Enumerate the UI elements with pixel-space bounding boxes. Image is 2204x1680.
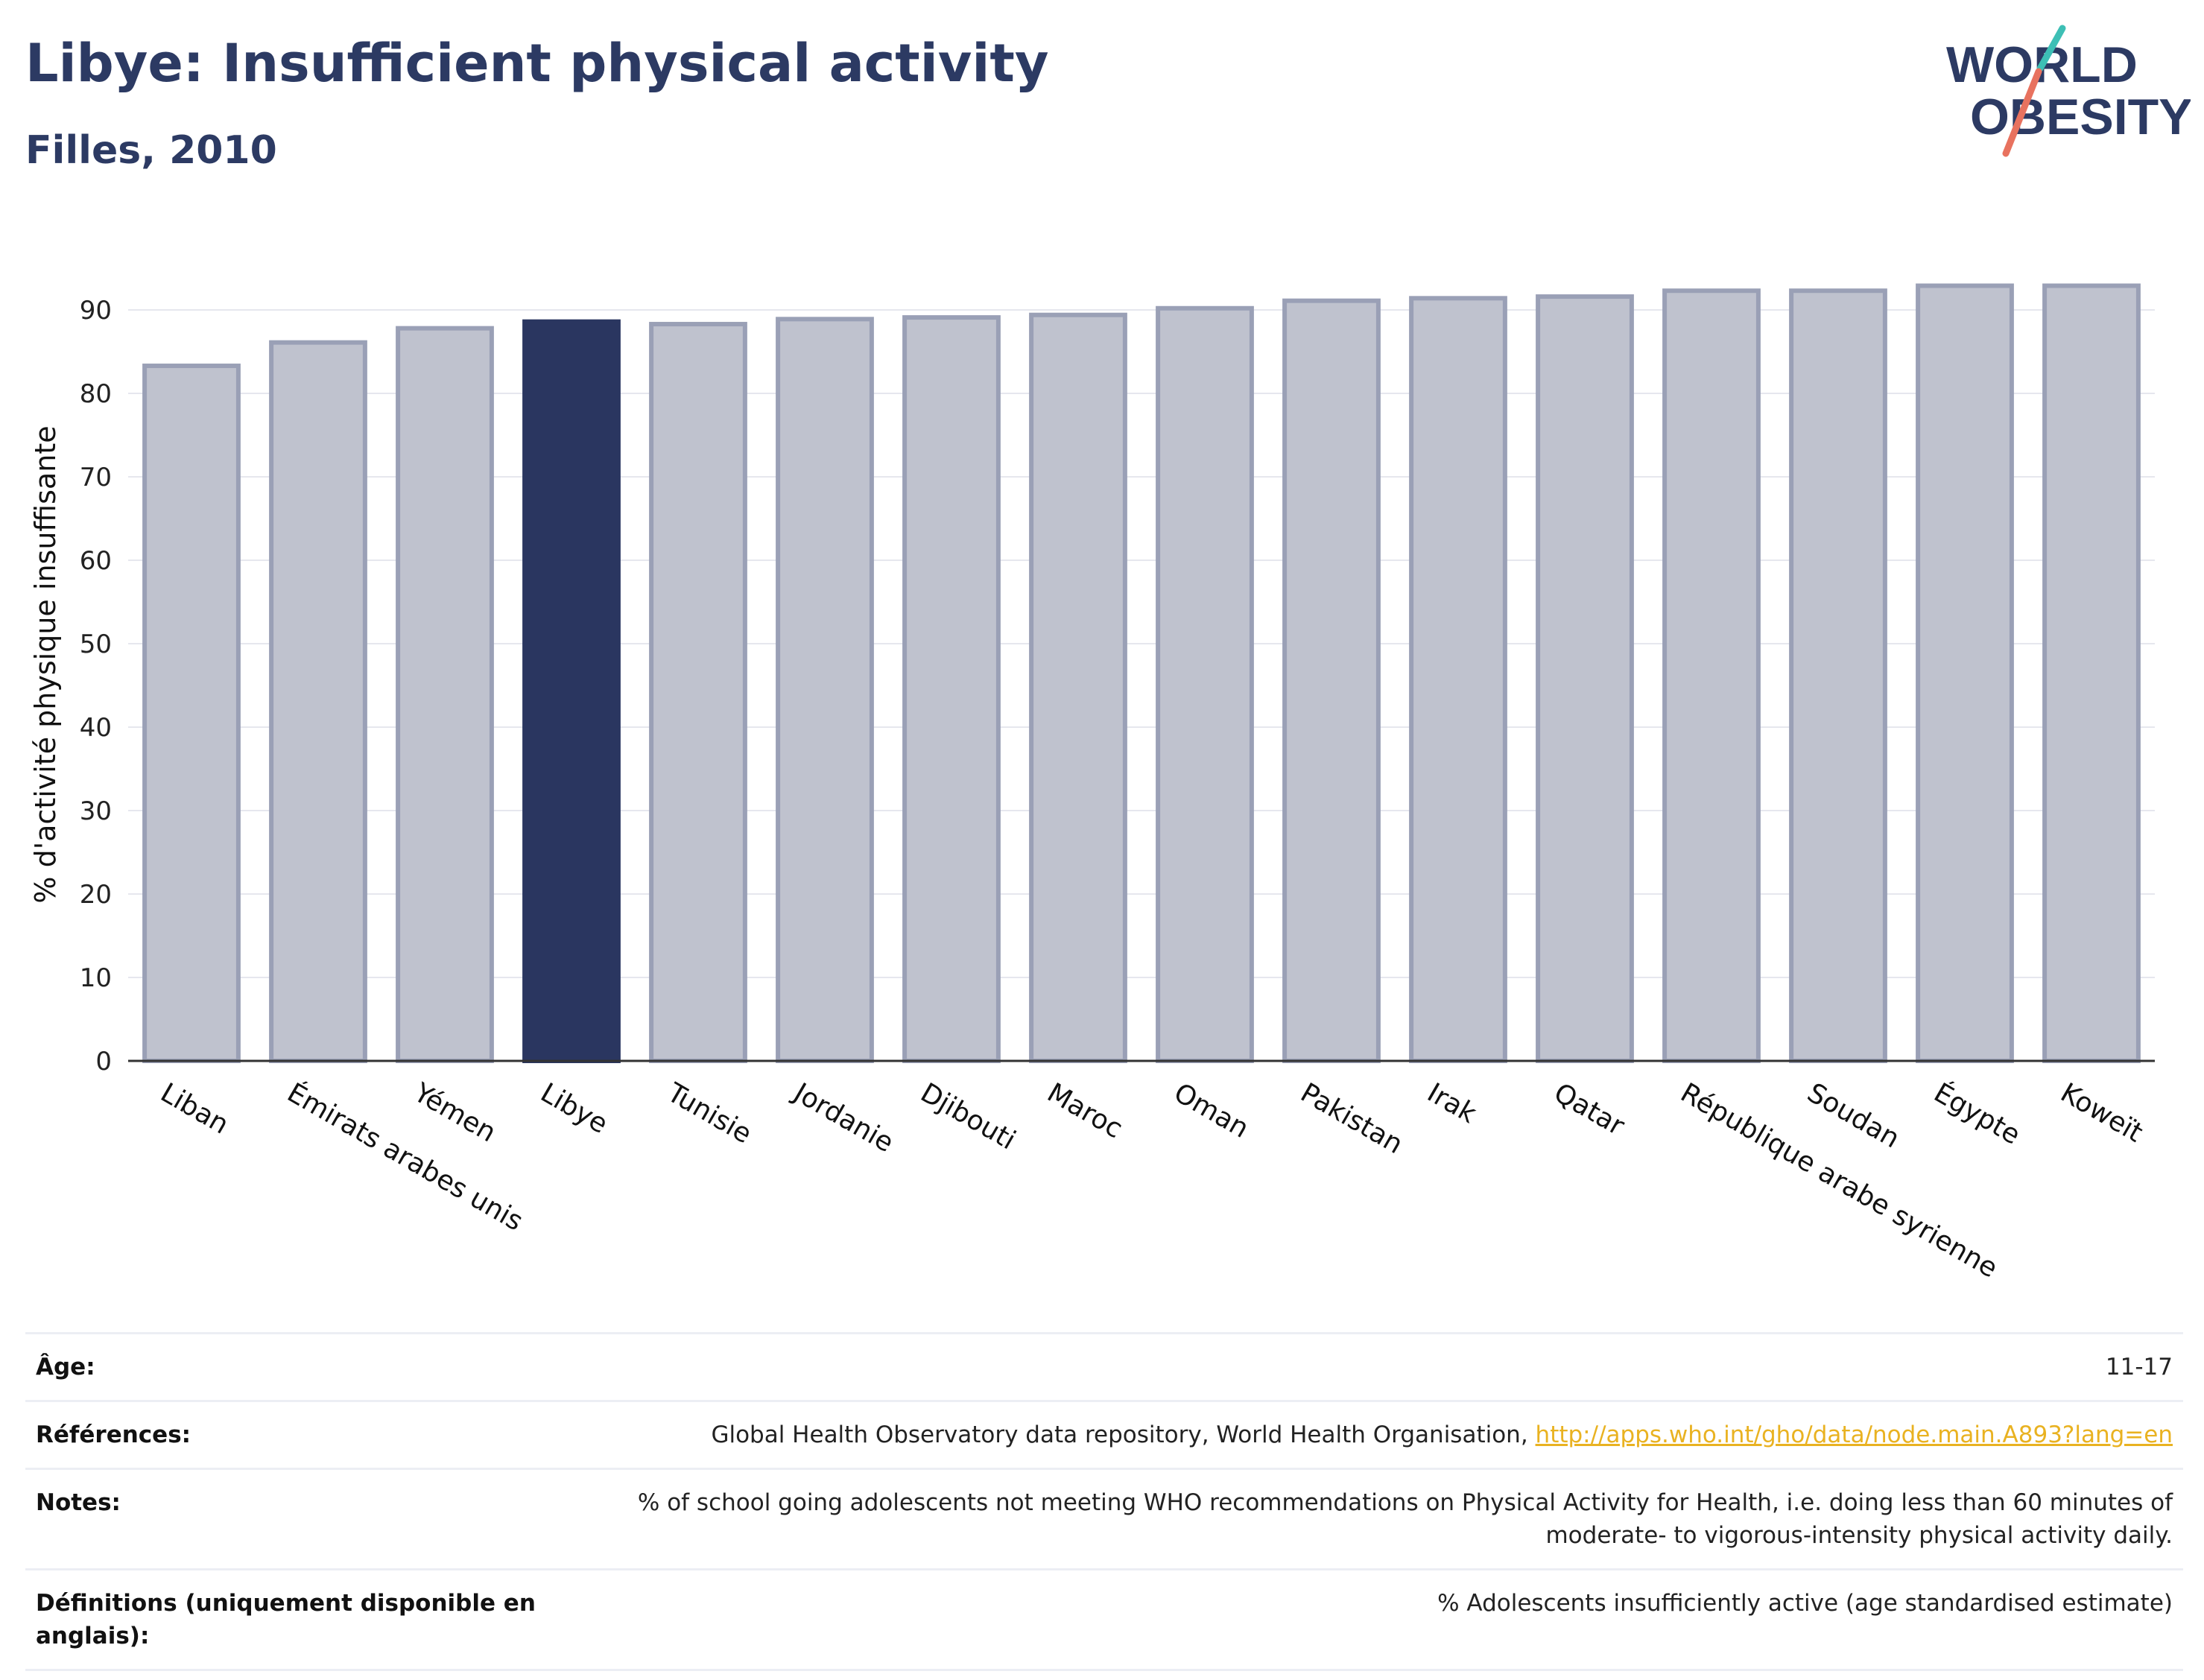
x-tick-label: Djibouti	[916, 1077, 1021, 1156]
meta-value: 11-17	[2105, 1354, 2173, 1381]
world-obesity-logo: WORLD OBESITY	[1946, 25, 2191, 157]
reference-text: Global Health Observatory data repositor…	[711, 1421, 1536, 1448]
meta-row-age: Âge: 11-17	[25, 1332, 2183, 1400]
y-tick-label: 80	[80, 379, 112, 409]
meta-value: % of school going adolescents not meetin…	[637, 1489, 2173, 1549]
x-tick-label: Soudan	[1802, 1077, 1905, 1154]
logo-slash-coral	[2002, 68, 2042, 157]
x-tick-label: Liban	[156, 1077, 234, 1140]
y-tick-label: 90	[80, 296, 112, 326]
y-tick-label: 70	[80, 463, 112, 492]
meta-value: Global Health Observatory data repositor…	[542, 1419, 2173, 1451]
y-tick-label: 20	[80, 880, 112, 910]
bar	[1282, 298, 1381, 1063]
x-tick-label: Égypte	[1929, 1077, 2026, 1150]
bar	[1789, 288, 1887, 1063]
meta-label: Définitions (uniquement disponible en an…	[36, 1590, 536, 1649]
bar	[1536, 294, 1634, 1064]
meta-value: % Adolescents insufficiently active (age…	[1437, 1590, 2173, 1617]
bar	[142, 364, 241, 1064]
x-tick-label: Jordanie	[788, 1077, 899, 1158]
x-tick-label: Oman	[1169, 1077, 1254, 1144]
y-tick-label: 40	[80, 713, 112, 743]
x-tick-label: Yémen	[408, 1077, 501, 1149]
bar	[1029, 312, 1127, 1064]
x-tick-label: Émirats arabes unis	[282, 1077, 529, 1237]
meta-label: Notes:	[36, 1489, 121, 1516]
page-title: Libye: Insufficient physical activity	[25, 33, 1049, 94]
meta-row-notes: Notes: % of school going adolescents not…	[25, 1468, 2183, 1568]
bar	[649, 322, 747, 1064]
meta-row-references: Références: Global Health Observatory da…	[25, 1400, 2183, 1468]
x-tick-label: Irak	[1422, 1077, 1482, 1129]
meta-label: Références:	[36, 1421, 191, 1448]
x-tick-label: Libye	[536, 1077, 613, 1140]
bar	[1916, 283, 2014, 1063]
logo-line2: OBESITY	[1970, 89, 2191, 145]
x-tick-label: Qatar	[1549, 1077, 1630, 1141]
y-tick-label: 10	[80, 963, 112, 993]
x-tick-label: Koweït	[2056, 1077, 2148, 1148]
bar	[902, 315, 1001, 1063]
x-tick-label: Pakistan	[1296, 1077, 1408, 1160]
y-tick-label: 30	[80, 796, 112, 826]
y-tick-label: 60	[80, 546, 112, 576]
bar	[269, 340, 367, 1063]
y-tick-label: 0	[95, 1047, 112, 1077]
y-tick-label: 50	[80, 630, 112, 659]
bar	[396, 326, 494, 1063]
x-tick-label: Maroc	[1042, 1077, 1128, 1144]
bar	[1662, 288, 1761, 1063]
bar-chart: 0 10 20 30 40 50 60 70 80 90 % d'activité physique…	[29, 283, 2155, 1284]
bar	[522, 319, 621, 1063]
meta-row-definitions: Définitions (uniquement disponible en an…	[25, 1568, 2183, 1671]
y-axis-label: % d'activité physique insuffisante	[29, 425, 62, 903]
logo-slash-teal	[2036, 25, 2066, 72]
bar	[776, 317, 874, 1063]
bar	[1156, 305, 1254, 1063]
bar	[2042, 283, 2141, 1063]
bar	[1409, 296, 1507, 1063]
metadata-table: Âge: 11-17 Références: Global Health Obs…	[25, 1332, 2183, 1671]
page-subtitle: Filles, 2010	[25, 128, 277, 173]
x-tick-label: Tunisie	[662, 1077, 757, 1150]
reference-link[interactable]: http://apps.who.int/gho/data/node.main.A…	[1535, 1421, 2173, 1448]
meta-label: Âge:	[36, 1354, 95, 1381]
